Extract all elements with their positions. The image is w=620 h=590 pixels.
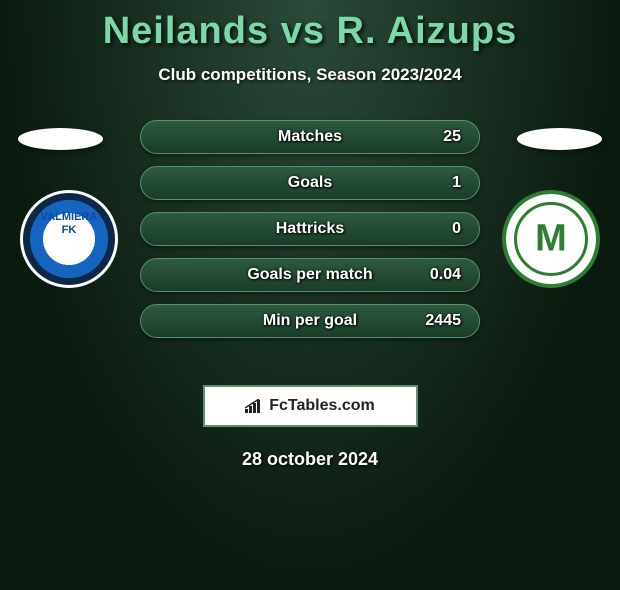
stat-value: 2445 <box>425 312 461 330</box>
subtitle: Club competitions, Season 2023/2024 <box>0 65 620 85</box>
vs-word: vs <box>281 10 325 52</box>
stat-row-min-per-goal: Min per goal 2445 <box>140 304 480 338</box>
stat-value: 1 <box>452 174 461 192</box>
stat-label: Goals per match <box>247 266 372 284</box>
highlight-ellipse-right <box>517 128 602 150</box>
stat-label: Hattricks <box>276 220 344 238</box>
stat-value: 25 <box>443 128 461 146</box>
chart-icon <box>245 399 263 413</box>
stat-value: 0.04 <box>430 266 461 284</box>
club-logo-left <box>20 190 118 288</box>
stat-label: Min per goal <box>263 312 357 330</box>
player2-name: R. Aizups <box>337 10 518 52</box>
stat-row-goals-per-match: Goals per match 0.04 <box>140 258 480 292</box>
attribution-text: FcTables.com <box>269 397 375 415</box>
club-logo-right <box>502 190 600 288</box>
stat-row-goals: Goals 1 <box>140 166 480 200</box>
main-comparison-area: Matches 25 Goals 1 Hattricks 0 Goals per… <box>0 120 620 370</box>
stat-row-hattricks: Hattricks 0 <box>140 212 480 246</box>
player1-name: Neilands <box>103 10 269 52</box>
highlight-ellipse-left <box>18 128 103 150</box>
date-text: 28 october 2024 <box>0 449 620 470</box>
stats-list: Matches 25 Goals 1 Hattricks 0 Goals per… <box>140 120 480 350</box>
stat-label: Matches <box>278 128 342 146</box>
stat-row-matches: Matches 25 <box>140 120 480 154</box>
stat-label: Goals <box>288 174 332 192</box>
stat-value: 0 <box>452 220 461 238</box>
attribution-badge[interactable]: FcTables.com <box>203 385 418 427</box>
vs-title: Neilands vs R. Aizups <box>0 10 620 53</box>
